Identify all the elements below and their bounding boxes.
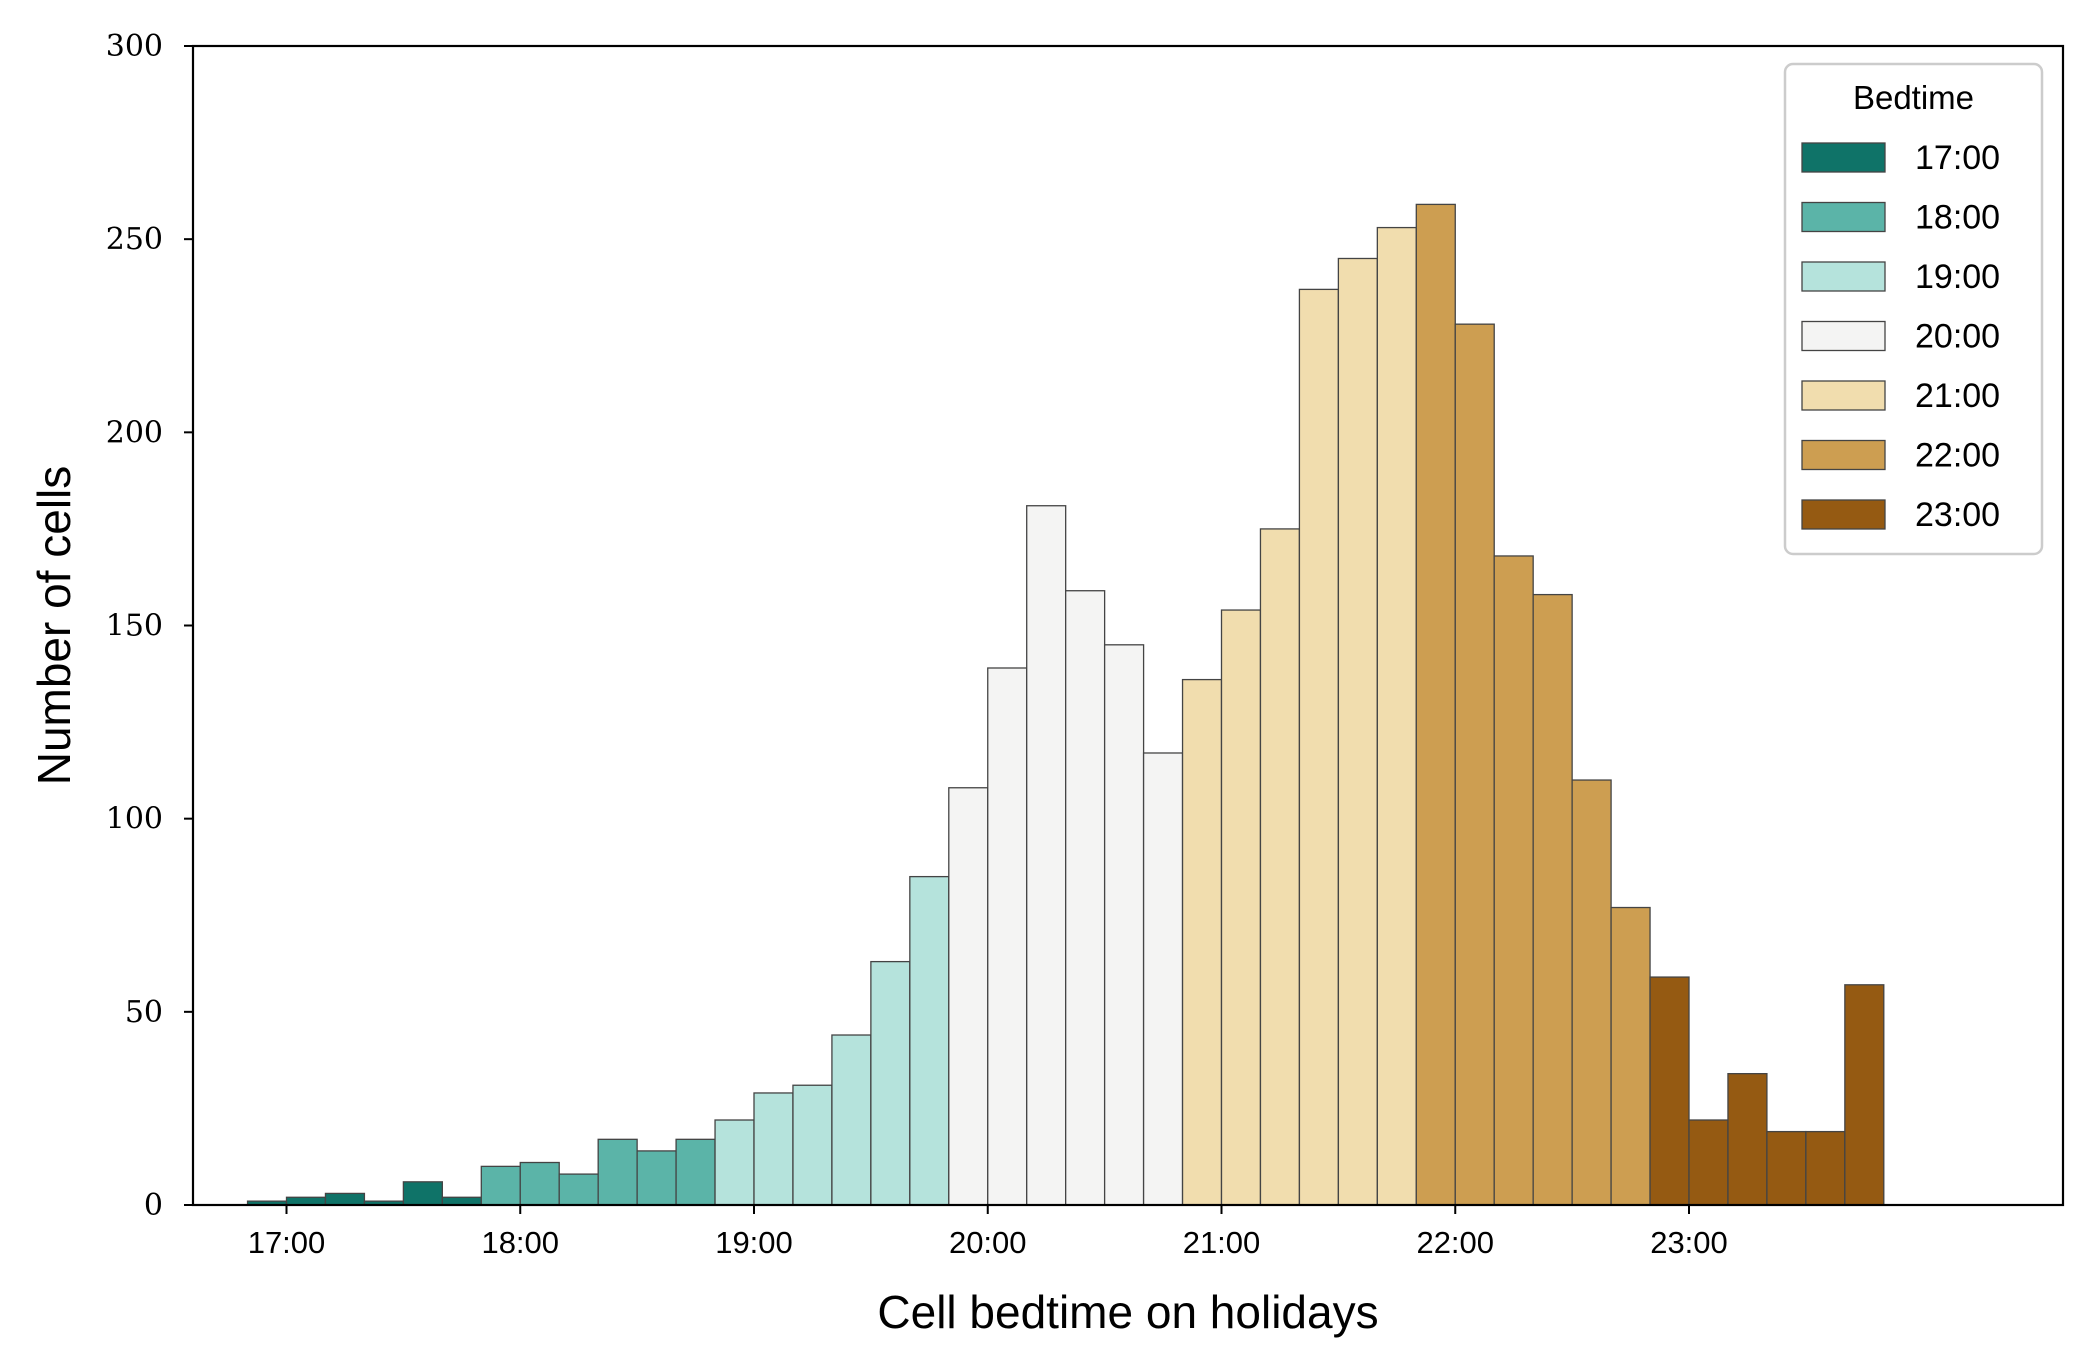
bar-2000-1 <box>987 667 1028 1206</box>
bar-2300-0 <box>1649 976 1690 1206</box>
bar-1800-4 <box>636 1150 677 1206</box>
y-tick-label: 0 <box>144 1188 163 1223</box>
y-tick-label: 50 <box>125 995 163 1030</box>
legend-label-2200: 22:00 <box>1915 437 2000 475</box>
bar-2100-5 <box>1376 226 1417 1206</box>
legend-swatch-2100 <box>1801 380 1886 411</box>
legend: Bedtime 17:00 18:00 19:00 20:00 21:00 22:00 23… <box>1783 62 2044 556</box>
x-tick-label: 20:00 <box>949 1225 1027 1260</box>
x-tick-label: 17:00 <box>248 1225 326 1260</box>
bar-1700-5 <box>441 1196 482 1206</box>
bar-1900-3 <box>831 1034 872 1206</box>
plot-frame <box>191 44 2065 1207</box>
legend-swatch-2200 <box>1801 439 1886 471</box>
bar-1900-1 <box>753 1092 794 1206</box>
bar-1800-5 <box>675 1138 716 1206</box>
x-tick-label: 22:00 <box>1416 1225 1494 1260</box>
bar-1700-2 <box>324 1192 366 1206</box>
x-tick-label: 19:00 <box>715 1225 793 1260</box>
x-tick-label: 21:00 <box>1183 1225 1261 1260</box>
bar-2000-2 <box>1026 505 1067 1206</box>
bar-2300-1 <box>1688 1119 1729 1206</box>
bar-1700-1 <box>285 1196 327 1206</box>
bar-1800-0 <box>480 1165 521 1206</box>
y-axis-label: Number of cells <box>28 466 80 786</box>
bar-2300-5 <box>1844 984 1885 1206</box>
bar-1800-3 <box>597 1138 638 1206</box>
legend-label-1700: 17:00 <box>1915 139 2000 177</box>
bar-2200-1 <box>1454 323 1495 1206</box>
bar-1900-2 <box>792 1084 833 1206</box>
legend-box <box>1783 62 2044 556</box>
x-axis-ticks: 17:00 18:00 19:00 20:00 21:00 22:00 23:00 <box>248 1205 1728 1260</box>
y-tick-label: 250 <box>106 222 163 257</box>
legend-swatch-1700 <box>1801 142 1886 173</box>
bar-1700-4 <box>402 1181 443 1206</box>
bar-2200-0 <box>1415 203 1456 1206</box>
legend-entries: 17:00 18:00 19:00 20:00 21:00 22:00 23:00 <box>1801 139 2000 534</box>
bar-1800-2 <box>558 1173 599 1206</box>
bar-2300-2 <box>1727 1072 1768 1206</box>
bar-1900-5 <box>909 875 950 1206</box>
y-tick-label: 100 <box>106 802 163 837</box>
bar-2200-4 <box>1571 779 1612 1206</box>
bar-1900-0 <box>714 1119 755 1206</box>
legend-label-2000: 20:00 <box>1915 318 2000 356</box>
y-tick-label: 200 <box>106 415 163 450</box>
legend-swatch-2000 <box>1801 320 1886 352</box>
bar-2000-0 <box>948 787 989 1206</box>
bar-2100-2 <box>1259 528 1301 1206</box>
bar-2200-3 <box>1532 593 1573 1206</box>
x-tick-label: 23:00 <box>1650 1225 1728 1260</box>
bar-2100-3 <box>1298 288 1340 1206</box>
x-axis-label: Cell bedtime on holidays <box>877 1286 1378 1338</box>
y-tick-label: 300 <box>106 29 163 64</box>
legend-swatch-1800 <box>1801 201 1886 233</box>
legend-label-2100: 21:00 <box>1915 377 2000 415</box>
y-axis-ticks: 0 50 100 150 200 250 300 <box>106 29 193 1223</box>
bar-1800-1 <box>519 1161 560 1206</box>
bar-2100-4 <box>1337 257 1378 1206</box>
bar-2100-1 <box>1220 609 1262 1206</box>
bar-2300-4 <box>1805 1130 1846 1206</box>
bar-2000-5 <box>1142 752 1184 1206</box>
bar-2000-3 <box>1065 590 1106 1206</box>
x-tick-label: 18:00 <box>481 1225 559 1260</box>
legend-swatch-2300 <box>1801 499 1886 530</box>
bar-2200-5 <box>1610 906 1651 1206</box>
bar-1900-4 <box>870 960 911 1206</box>
legend-title: Bedtime <box>1853 79 1974 116</box>
bar-2000-4 <box>1103 644 1145 1206</box>
legend-swatch-1900 <box>1801 261 1886 292</box>
bar-2300-3 <box>1766 1130 1807 1206</box>
y-tick-label: 150 <box>106 609 163 644</box>
bars-group <box>246 203 1885 1206</box>
legend-label-1800: 18:00 <box>1915 199 2000 237</box>
bar-2200-2 <box>1493 555 1534 1206</box>
legend-label-1900: 19:00 <box>1915 258 2000 296</box>
legend-label-2300: 23:00 <box>1915 496 2000 534</box>
bar-2100-0 <box>1181 678 1223 1206</box>
